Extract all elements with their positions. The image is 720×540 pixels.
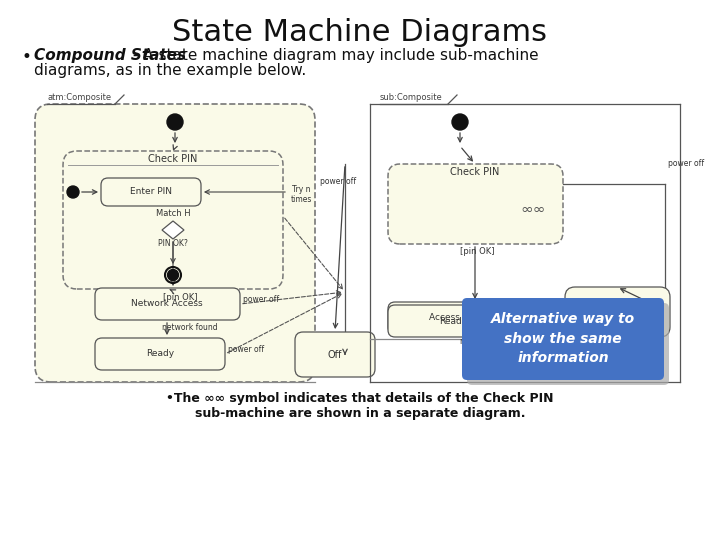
FancyBboxPatch shape <box>63 151 283 289</box>
Text: •: • <box>22 48 32 66</box>
Circle shape <box>67 186 79 198</box>
Circle shape <box>452 114 468 130</box>
Text: Match H: Match H <box>156 210 190 219</box>
Text: power off: power off <box>668 159 704 168</box>
Text: power off: power off <box>243 295 279 305</box>
Text: Try n: Try n <box>292 185 310 193</box>
Polygon shape <box>162 221 184 239</box>
Text: [pin OK]: [pin OK] <box>163 293 197 301</box>
Text: power off: power off <box>546 308 582 318</box>
FancyBboxPatch shape <box>565 287 670 337</box>
Text: diagrams, as in the example below.: diagrams, as in the example below. <box>34 63 306 78</box>
Text: power off: power off <box>521 312 557 321</box>
Text: Off: Off <box>328 350 342 360</box>
Text: Ready: Ready <box>146 349 174 359</box>
FancyBboxPatch shape <box>101 178 201 206</box>
Text: power off: power off <box>320 177 356 186</box>
Text: Alternative way to
show the same
information: Alternative way to show the same informa… <box>491 313 635 366</box>
Text: Off: Off <box>609 307 625 317</box>
FancyBboxPatch shape <box>388 164 563 244</box>
Circle shape <box>167 114 183 130</box>
Text: atm:Composite: atm:Composite <box>47 93 111 102</box>
FancyBboxPatch shape <box>295 332 375 377</box>
Text: Check PIN: Check PIN <box>148 154 198 164</box>
Text: network found: network found <box>162 322 217 332</box>
Text: [pin OK]: [pin OK] <box>460 247 495 256</box>
Text: - A state machine diagram may include sub-machine: - A state machine diagram may include su… <box>128 48 539 63</box>
FancyBboxPatch shape <box>462 298 664 380</box>
FancyBboxPatch shape <box>95 288 240 320</box>
FancyBboxPatch shape <box>35 104 315 382</box>
Text: •The ∞∞ symbol indicates that details of the Check PIN: •The ∞∞ symbol indicates that details of… <box>166 392 554 405</box>
Text: sub:Composite: sub:Composite <box>380 93 443 102</box>
Text: times: times <box>290 194 312 204</box>
Text: Network Access: Network Access <box>131 300 203 308</box>
Circle shape <box>168 269 179 280</box>
FancyBboxPatch shape <box>95 338 225 370</box>
FancyBboxPatch shape <box>388 305 518 337</box>
Text: Enter PIN: Enter PIN <box>130 187 172 197</box>
Text: network found: network found <box>460 336 516 346</box>
Text: Check PIN: Check PIN <box>450 167 500 177</box>
FancyBboxPatch shape <box>388 302 543 334</box>
Text: Compound States: Compound States <box>34 48 186 63</box>
Text: sub-machine are shown in a separate diagram.: sub-machine are shown in a separate diag… <box>194 407 526 420</box>
Text: ∞∞: ∞∞ <box>521 201 546 217</box>
Text: PIN OK?: PIN OK? <box>158 239 188 247</box>
Text: Access Network: Access Network <box>429 314 501 322</box>
FancyBboxPatch shape <box>467 303 669 385</box>
Text: State Machine Diagrams: State Machine Diagrams <box>173 18 547 47</box>
Text: Ready: Ready <box>439 316 467 326</box>
Text: power off: power off <box>228 346 264 354</box>
